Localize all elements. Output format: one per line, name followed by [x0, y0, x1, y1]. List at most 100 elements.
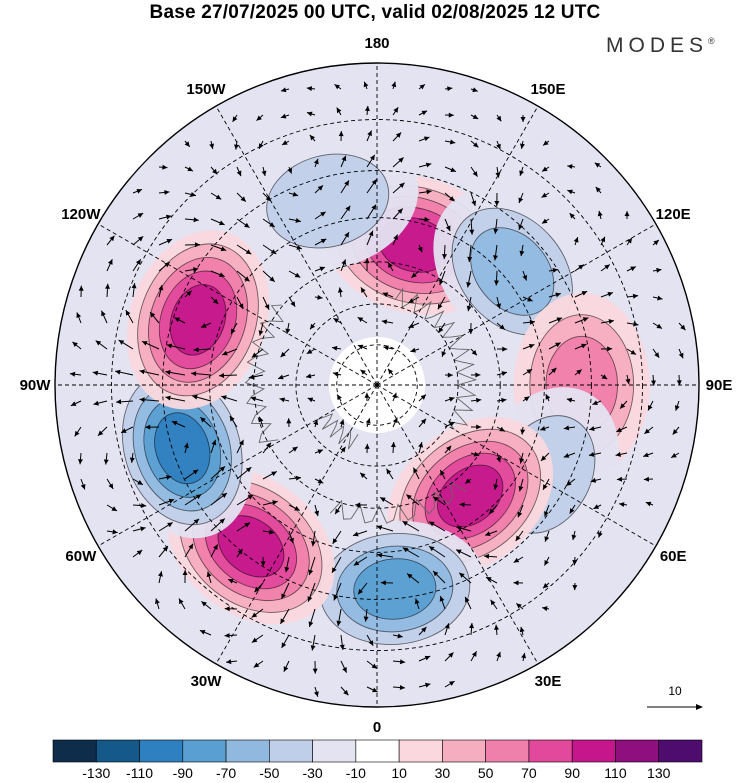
wind-vector [470, 166, 478, 177]
wind-vector [466, 296, 472, 312]
wind-vector [392, 392, 397, 402]
wind-vector [338, 131, 344, 142]
wind-vector [390, 442, 396, 454]
wind-vector [366, 230, 374, 246]
longitude-label: 120E [656, 206, 691, 223]
wind-vector [595, 186, 602, 194]
wind-vector [184, 518, 200, 532]
wind-vector [139, 397, 160, 403]
wind-vector [402, 520, 420, 532]
wind-vector [224, 632, 238, 638]
brand-mark: ® [708, 36, 715, 46]
wind-vector [262, 471, 278, 480]
wind-vector [236, 218, 250, 229]
wind-vector [392, 208, 404, 220]
wind-vector [406, 494, 420, 506]
wind-vector [519, 244, 525, 257]
wind-vector [120, 426, 134, 434]
wind-vector [485, 576, 498, 584]
wind-vector [470, 372, 481, 378]
wind-vector [154, 598, 160, 610]
wind-vector [444, 139, 456, 145]
wind-vector [236, 439, 244, 454]
wind-vector [256, 114, 264, 122]
wind-vector [251, 348, 264, 358]
colorbar-swatch [485, 739, 530, 763]
wind-vector [545, 393, 551, 402]
wind-vector [565, 478, 576, 487]
wind-vector [418, 442, 423, 454]
wind-vector [339, 634, 345, 650]
wind-vector [444, 166, 457, 173]
colorbar-tick-label: -30 [302, 765, 322, 781]
wind-vector [488, 504, 498, 515]
wind-vector [522, 270, 528, 281]
wind-vector [184, 192, 197, 197]
wind-vector [496, 651, 501, 662]
wind-vector [280, 348, 290, 358]
wind-vector [184, 242, 201, 248]
wind-vector [470, 140, 479, 148]
anomaly-level [266, 154, 389, 248]
wind-vector [626, 293, 639, 299]
wind-vector [493, 218, 499, 234]
wind-vector [382, 292, 394, 298]
wind-vector [313, 419, 319, 428]
wind-vector [236, 548, 243, 558]
wind-vector [494, 624, 500, 636]
wind-vector [519, 626, 525, 636]
wind-vector [626, 321, 639, 327]
wind-vector [572, 582, 578, 591]
wind-vector [314, 211, 326, 220]
wind-vector [314, 238, 327, 246]
wind-vector [387, 262, 394, 272]
wind-vector [336, 608, 342, 627]
wind-vector [149, 311, 160, 324]
colorbar-tick-label: 130 [647, 765, 671, 781]
wind-vector [456, 525, 472, 532]
wind-vector [236, 494, 254, 506]
wind-vector [470, 397, 482, 403]
wind-vector [314, 504, 320, 517]
wind-vector [366, 686, 378, 693]
wind-vector [444, 652, 454, 662]
wind-vector [357, 582, 368, 595]
wind-vector [645, 501, 654, 507]
wind-vector [418, 682, 431, 688]
wind-vector [262, 529, 275, 535]
wind-vector [357, 344, 368, 350]
wind-vector [574, 290, 588, 298]
wind-vector [178, 598, 186, 610]
wind-vector [132, 503, 147, 509]
wind-vector [366, 154, 376, 168]
wind-vector [363, 608, 369, 622]
colorbar-swatch [312, 739, 357, 763]
wind-vector [234, 140, 239, 150]
wind-vector [418, 655, 431, 662]
wind-vector [470, 87, 478, 93]
wind-vector [251, 634, 264, 643]
wind-vector [496, 322, 506, 331]
wind-vector [494, 192, 500, 207]
wind-vector [418, 394, 427, 402]
wind-vector [333, 582, 342, 601]
wind-vector [308, 556, 316, 576]
wind-vector [600, 319, 615, 324]
meridian-line [376, 105, 539, 386]
wind-vector [542, 606, 550, 612]
wind-vector [468, 322, 474, 335]
colorbar-swatch [139, 739, 184, 763]
wind-vector [444, 192, 455, 202]
wind-vector [496, 140, 501, 150]
modes-logo: MODES® [606, 34, 715, 58]
wind-vector [418, 110, 428, 116]
wind-vector [366, 204, 377, 220]
wind-vector [548, 317, 563, 324]
wind-vector [573, 236, 579, 246]
wind-vector [340, 231, 350, 246]
wind-vector [619, 502, 628, 508]
wind-vector [408, 322, 420, 329]
wind-vector [402, 547, 420, 558]
wind-vector [544, 556, 550, 566]
wind-vector [592, 400, 602, 405]
